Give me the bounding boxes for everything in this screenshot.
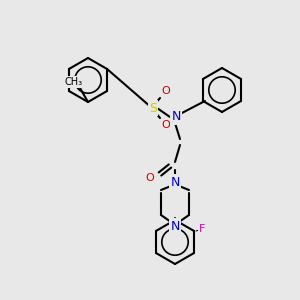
Text: O: O (162, 120, 170, 130)
Text: N: N (170, 220, 180, 232)
Text: F: F (199, 224, 205, 234)
Text: O: O (162, 86, 170, 96)
Text: CH₃: CH₃ (65, 77, 83, 87)
Text: O: O (146, 173, 154, 183)
Text: S: S (149, 101, 157, 115)
Text: N: N (171, 110, 181, 124)
Text: N: N (170, 176, 180, 188)
